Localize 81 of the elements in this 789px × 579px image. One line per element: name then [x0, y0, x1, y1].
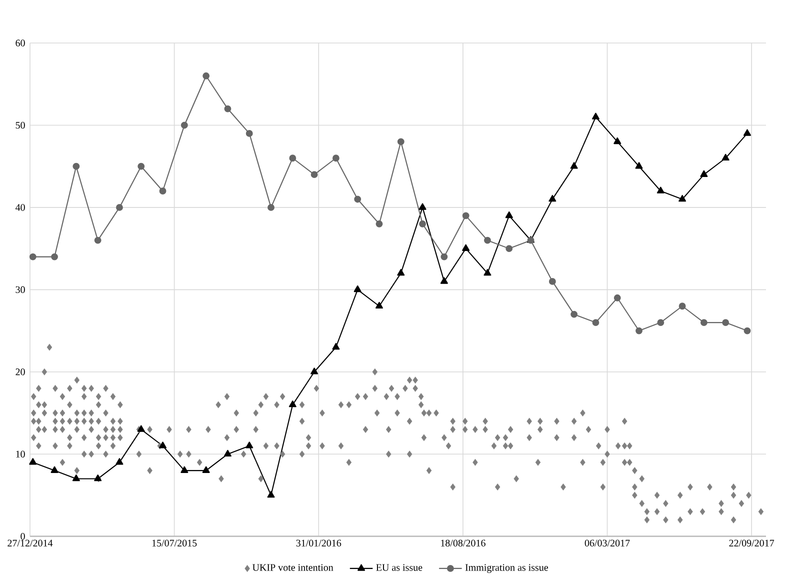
point [268, 204, 274, 211]
point [289, 154, 296, 162]
point [246, 442, 254, 448]
point [310, 171, 318, 178]
point [397, 268, 405, 276]
point [700, 319, 708, 326]
y-tick-label: 60 [16, 40, 25, 46]
point [548, 194, 556, 202]
point [180, 122, 188, 129]
point [484, 236, 491, 244]
point [72, 162, 80, 170]
x-tick-label: 31/01/2016 [296, 540, 342, 546]
x-tick-label: 27/12/2014 [8, 540, 53, 546]
point [722, 154, 730, 161]
point [202, 466, 210, 473]
point [29, 458, 37, 465]
x-tick-label: 06/03/2017 [584, 540, 630, 546]
y-tick-label: 0 [20, 532, 25, 540]
point [570, 310, 578, 318]
point [180, 466, 188, 473]
point [159, 442, 167, 448]
point [419, 220, 426, 228]
point [332, 154, 340, 162]
point [700, 170, 708, 177]
point [548, 278, 556, 285]
point [397, 138, 404, 146]
point [159, 188, 166, 194]
point [116, 204, 123, 211]
point [484, 268, 492, 276]
y-tick-label: 30 [16, 286, 25, 294]
legend-label: Immigration as issue [465, 564, 548, 573]
point [505, 211, 513, 218]
point [440, 277, 448, 284]
y-tick-label: 40 [15, 204, 25, 211]
point [656, 186, 664, 194]
point [94, 236, 102, 244]
y-tick-label: 20 [16, 368, 25, 376]
point [137, 425, 145, 432]
point [744, 327, 751, 334]
point [202, 72, 210, 80]
point [50, 466, 58, 473]
point [614, 294, 621, 302]
point [224, 105, 232, 112]
point [592, 112, 600, 120]
point [506, 245, 513, 252]
point [462, 244, 470, 251]
point [678, 194, 686, 202]
point [636, 327, 642, 334]
point [635, 162, 643, 169]
point [592, 319, 600, 326]
point [29, 253, 36, 260]
point [332, 342, 340, 350]
y-tick-label: 10 [16, 450, 25, 458]
x-tick-label: 15/07/2015 [152, 540, 197, 546]
point [224, 450, 232, 457]
point [72, 474, 80, 482]
point [743, 129, 752, 136]
point [138, 162, 145, 170]
point [614, 137, 622, 144]
point [354, 285, 362, 292]
point [678, 302, 686, 310]
point [267, 490, 275, 498]
point [310, 368, 318, 374]
point [440, 253, 448, 260]
y-tick-label: 50 [16, 122, 25, 129]
legend-label: UKIP vote intention [252, 564, 334, 571]
legend-label: EU as issue [376, 564, 422, 571]
point [570, 162, 578, 169]
point [722, 319, 730, 326]
point [288, 400, 296, 408]
point [375, 302, 384, 309]
point [116, 458, 124, 465]
x-tick-label: 18/08/2016 [441, 540, 486, 546]
point [354, 196, 362, 203]
point [246, 130, 253, 137]
point [51, 253, 58, 260]
x-tick-label: 22/09/2017 [729, 540, 774, 546]
point [418, 203, 426, 210]
point [376, 220, 383, 228]
point [657, 319, 664, 326]
point [462, 212, 470, 220]
